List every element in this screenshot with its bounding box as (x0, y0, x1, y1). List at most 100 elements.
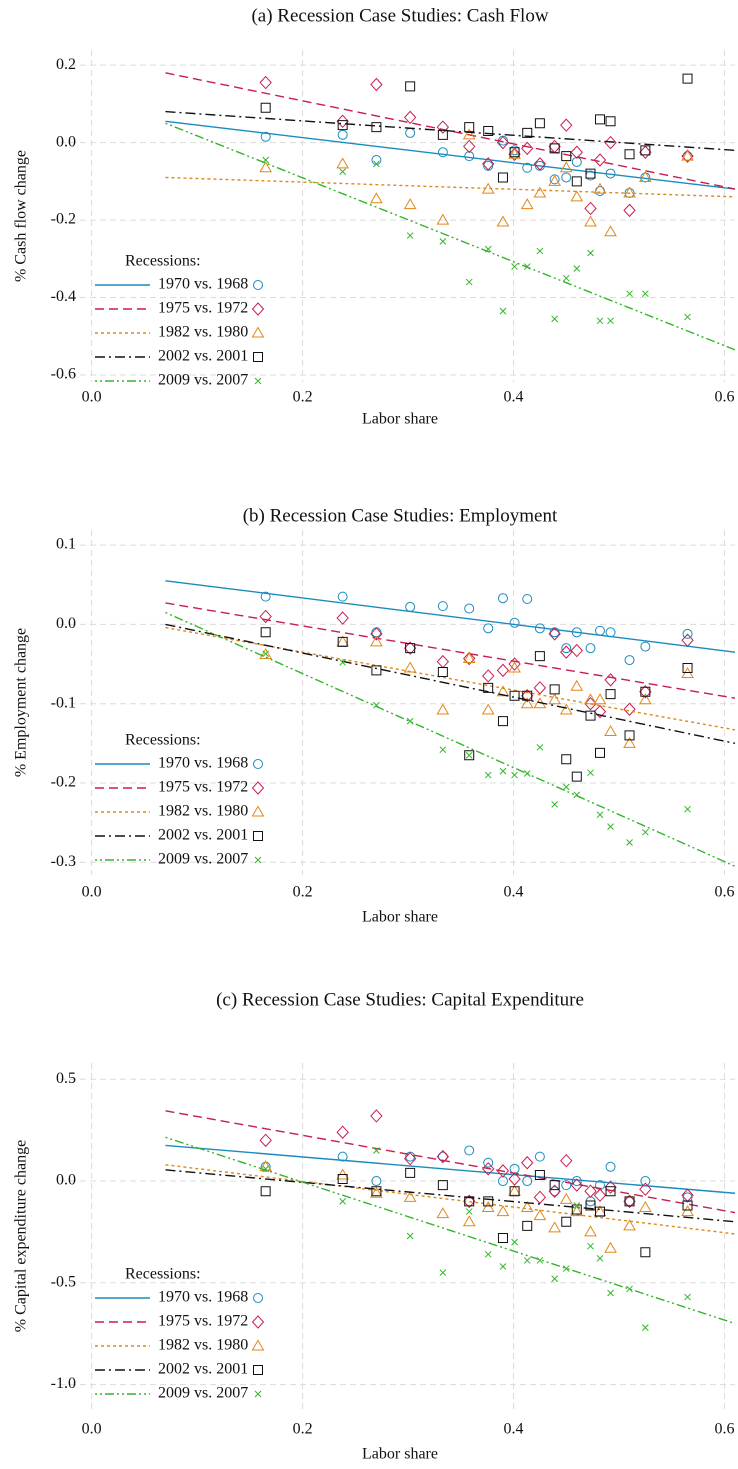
data-point (436, 703, 450, 715)
data-point (496, 685, 510, 697)
data-point (605, 689, 616, 700)
data-point (521, 141, 534, 156)
data-point (533, 1190, 547, 1205)
data-point (560, 645, 573, 659)
data-point (522, 1176, 533, 1187)
fit-line (165, 580, 736, 653)
data-point (521, 689, 534, 703)
data-point (523, 1257, 531, 1264)
fit-line (165, 176, 736, 198)
data-point (640, 641, 651, 652)
legend-label: 2002 vs. 2001 (158, 827, 248, 844)
x-tick-label: 0.4 (504, 389, 524, 406)
data-point (405, 1167, 416, 1178)
legend-title: Recessions: (125, 253, 201, 270)
data-point (520, 697, 534, 709)
data-point (483, 160, 494, 171)
data-point (639, 1182, 652, 1196)
data-point (337, 1151, 348, 1162)
legend-marker (253, 1293, 264, 1303)
data-point (682, 663, 693, 673)
data-point (439, 238, 447, 245)
data-point (623, 1194, 636, 1209)
data-point (437, 666, 448, 677)
data-point (260, 1186, 271, 1197)
data-point (260, 627, 271, 638)
data-point (551, 315, 559, 323)
data-point (373, 701, 380, 709)
y-tick-label: 0.0 (56, 1172, 76, 1189)
data-point (497, 135, 508, 146)
data-point (640, 686, 651, 697)
data-point (339, 1198, 347, 1205)
data-point (681, 1205, 694, 1217)
data-point (508, 147, 521, 159)
data-point (624, 149, 635, 160)
data-point (403, 1151, 417, 1166)
data-point (336, 1125, 349, 1139)
data-point (548, 1221, 562, 1233)
data-point (623, 736, 636, 748)
data-point (464, 1145, 475, 1156)
data-point (370, 192, 383, 204)
data-point (462, 128, 476, 140)
data-point (587, 769, 594, 777)
legend-marker (254, 1390, 262, 1398)
data-point (262, 1165, 270, 1173)
data-point (536, 1257, 544, 1264)
data-point (496, 1205, 510, 1217)
y-tick-label: -0.5 (51, 1273, 76, 1290)
data-point (483, 682, 494, 693)
data-point (406, 1232, 414, 1240)
data-point (403, 1190, 417, 1202)
data-point (638, 170, 652, 182)
legend-label: 1982 vs. 1980 (158, 1337, 248, 1354)
fit-line (165, 120, 736, 190)
data-point (604, 673, 617, 687)
data-point (465, 278, 473, 286)
data-point (593, 1188, 607, 1203)
data-point (371, 122, 382, 133)
legend-marker (251, 302, 265, 316)
data-point (561, 172, 572, 183)
data-point (605, 627, 616, 638)
data-point (465, 751, 473, 759)
data-point (560, 118, 573, 132)
data-point (534, 1151, 545, 1162)
data-point (570, 190, 584, 202)
fit-line (165, 626, 736, 731)
data-point (605, 116, 616, 127)
data-point (405, 81, 416, 92)
data-point (462, 1215, 476, 1227)
legend-marker (254, 377, 262, 385)
data-point (260, 102, 271, 113)
data-point (508, 657, 521, 671)
data-point (496, 663, 510, 678)
x-axis-label: Labor share (362, 1446, 438, 1463)
data-point (259, 609, 272, 624)
data-point (638, 1201, 652, 1213)
data-point (484, 1250, 492, 1258)
legend-label: 1982 vs. 1980 (158, 324, 248, 341)
fit-line (165, 1164, 736, 1235)
data-point (405, 643, 416, 654)
data-point (482, 157, 495, 171)
data-point (571, 771, 582, 782)
data-point (483, 125, 494, 136)
data-point (508, 661, 521, 673)
data-point (259, 75, 272, 90)
data-point (370, 635, 383, 647)
data-point (559, 161, 573, 173)
data-point (533, 186, 547, 198)
data-point (463, 651, 476, 666)
x-tick-label: 0.6 (714, 389, 734, 406)
data-point (548, 627, 561, 641)
data-point (626, 1285, 633, 1293)
fit-line (165, 122, 736, 351)
data-point (373, 160, 380, 168)
data-point (523, 263, 531, 270)
data-point (371, 1186, 382, 1197)
legend-label: 2002 vs. 2001 (158, 1361, 248, 1378)
y-tick-label: 0.2 (56, 56, 76, 73)
